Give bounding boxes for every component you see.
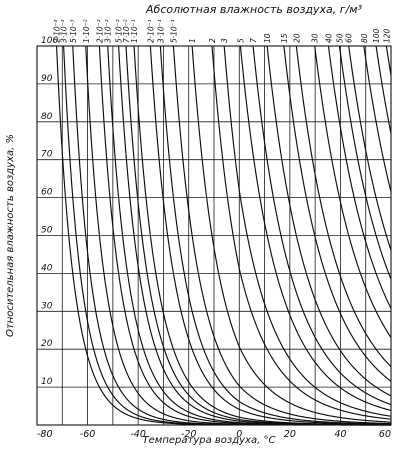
curve-label: 7	[249, 38, 258, 43]
y-tick-label: 10	[41, 377, 53, 387]
isoline-curve	[159, 45, 392, 425]
x-tick-label: -60	[80, 429, 96, 440]
isoline-curve	[266, 45, 392, 397]
curve-label: 10	[263, 33, 272, 43]
isoline-curve	[363, 45, 392, 192]
x-tick-label: 40	[334, 429, 346, 440]
curve-label: 3·10⁻¹	[156, 19, 165, 43]
curve-label: 80	[360, 33, 369, 43]
curve-label: 3	[220, 38, 229, 43]
curve-label: 5·10⁻²	[115, 19, 124, 43]
isoline-curve	[149, 45, 392, 425]
isoline-curve	[327, 45, 392, 309]
curve-label: 100	[372, 28, 381, 43]
isoline-curve	[172, 45, 392, 425]
curve-label: 50	[335, 33, 344, 43]
x-tick-label: -80	[37, 429, 53, 440]
x-tick-label: -40	[130, 429, 146, 440]
curve-label: 1	[188, 38, 197, 43]
y-tick-label: 80	[41, 112, 53, 122]
isoline-curve	[375, 45, 392, 134]
isoline-curve	[252, 45, 392, 406]
y-tick-label: 70	[41, 150, 53, 160]
curve-label: 3·10⁻³	[60, 19, 69, 43]
isoline-curve	[283, 45, 392, 382]
isoline-curve	[223, 45, 392, 417]
curve-label: 2·10⁻²	[95, 19, 104, 43]
isoline-curve	[295, 45, 392, 368]
y-tick-label: 30	[41, 301, 53, 311]
curve-label: 1·10⁻¹	[130, 19, 139, 43]
curve-label: 20	[292, 33, 301, 43]
isoline-curve	[314, 45, 392, 338]
y-axis-label: Относительная влажность воздуха, %	[5, 134, 16, 337]
isoline-curve	[338, 45, 392, 280]
curve-labels: 2·10⁻³3·10⁻³ 5·10⁻³ 1·10⁻² 2·10⁻² 3·10⁻² 5·10…	[53, 19, 392, 43]
isoline-curve	[133, 45, 391, 426]
isoline-curve	[191, 45, 392, 423]
curve-label: 60	[345, 33, 354, 43]
curve-label: 2·10⁻³	[53, 19, 62, 43]
curve-label: 2	[208, 38, 217, 43]
x-tick-label: 0	[236, 429, 242, 440]
x-tick-label: 60	[379, 429, 391, 440]
curve-label: 1·10⁻²	[82, 19, 91, 43]
y-tick-label: 40	[41, 263, 53, 273]
chart-title: Абсолютная влажность воздуха, г/м³	[145, 3, 363, 16]
x-tick-label: -20	[181, 429, 197, 440]
y-tick-label: 20	[41, 339, 53, 349]
y-tick-label: 60	[41, 188, 53, 198]
curve-label: 30	[311, 33, 320, 43]
x-tick-label: 20	[284, 429, 296, 440]
curve-label: 120	[382, 28, 391, 43]
curve-label: 40	[324, 33, 333, 43]
curve-label: 5	[236, 38, 245, 43]
curve-label: 7·10⁻²	[122, 19, 131, 43]
grid	[36, 45, 392, 426]
isoline-curve	[348, 45, 392, 251]
isoline-curve	[385, 45, 392, 76]
isoline-curve	[239, 45, 392, 411]
y-tick-label: 100	[41, 36, 58, 46]
y-tick-label: 90	[41, 74, 53, 84]
curve-label: 15	[280, 33, 289, 43]
plot-frame	[36, 45, 392, 426]
curve-label: 2·10⁻¹	[146, 19, 155, 43]
curve-label: 5·10⁻³	[69, 19, 78, 43]
curve-label: 5·10⁻¹	[169, 19, 178, 43]
curve-label: 3·10⁻²	[104, 19, 113, 43]
x-axis-label: Температура воздуха, °С	[143, 435, 276, 446]
isoline-curve	[211, 45, 392, 420]
y-tick-label: 50	[41, 226, 53, 236]
